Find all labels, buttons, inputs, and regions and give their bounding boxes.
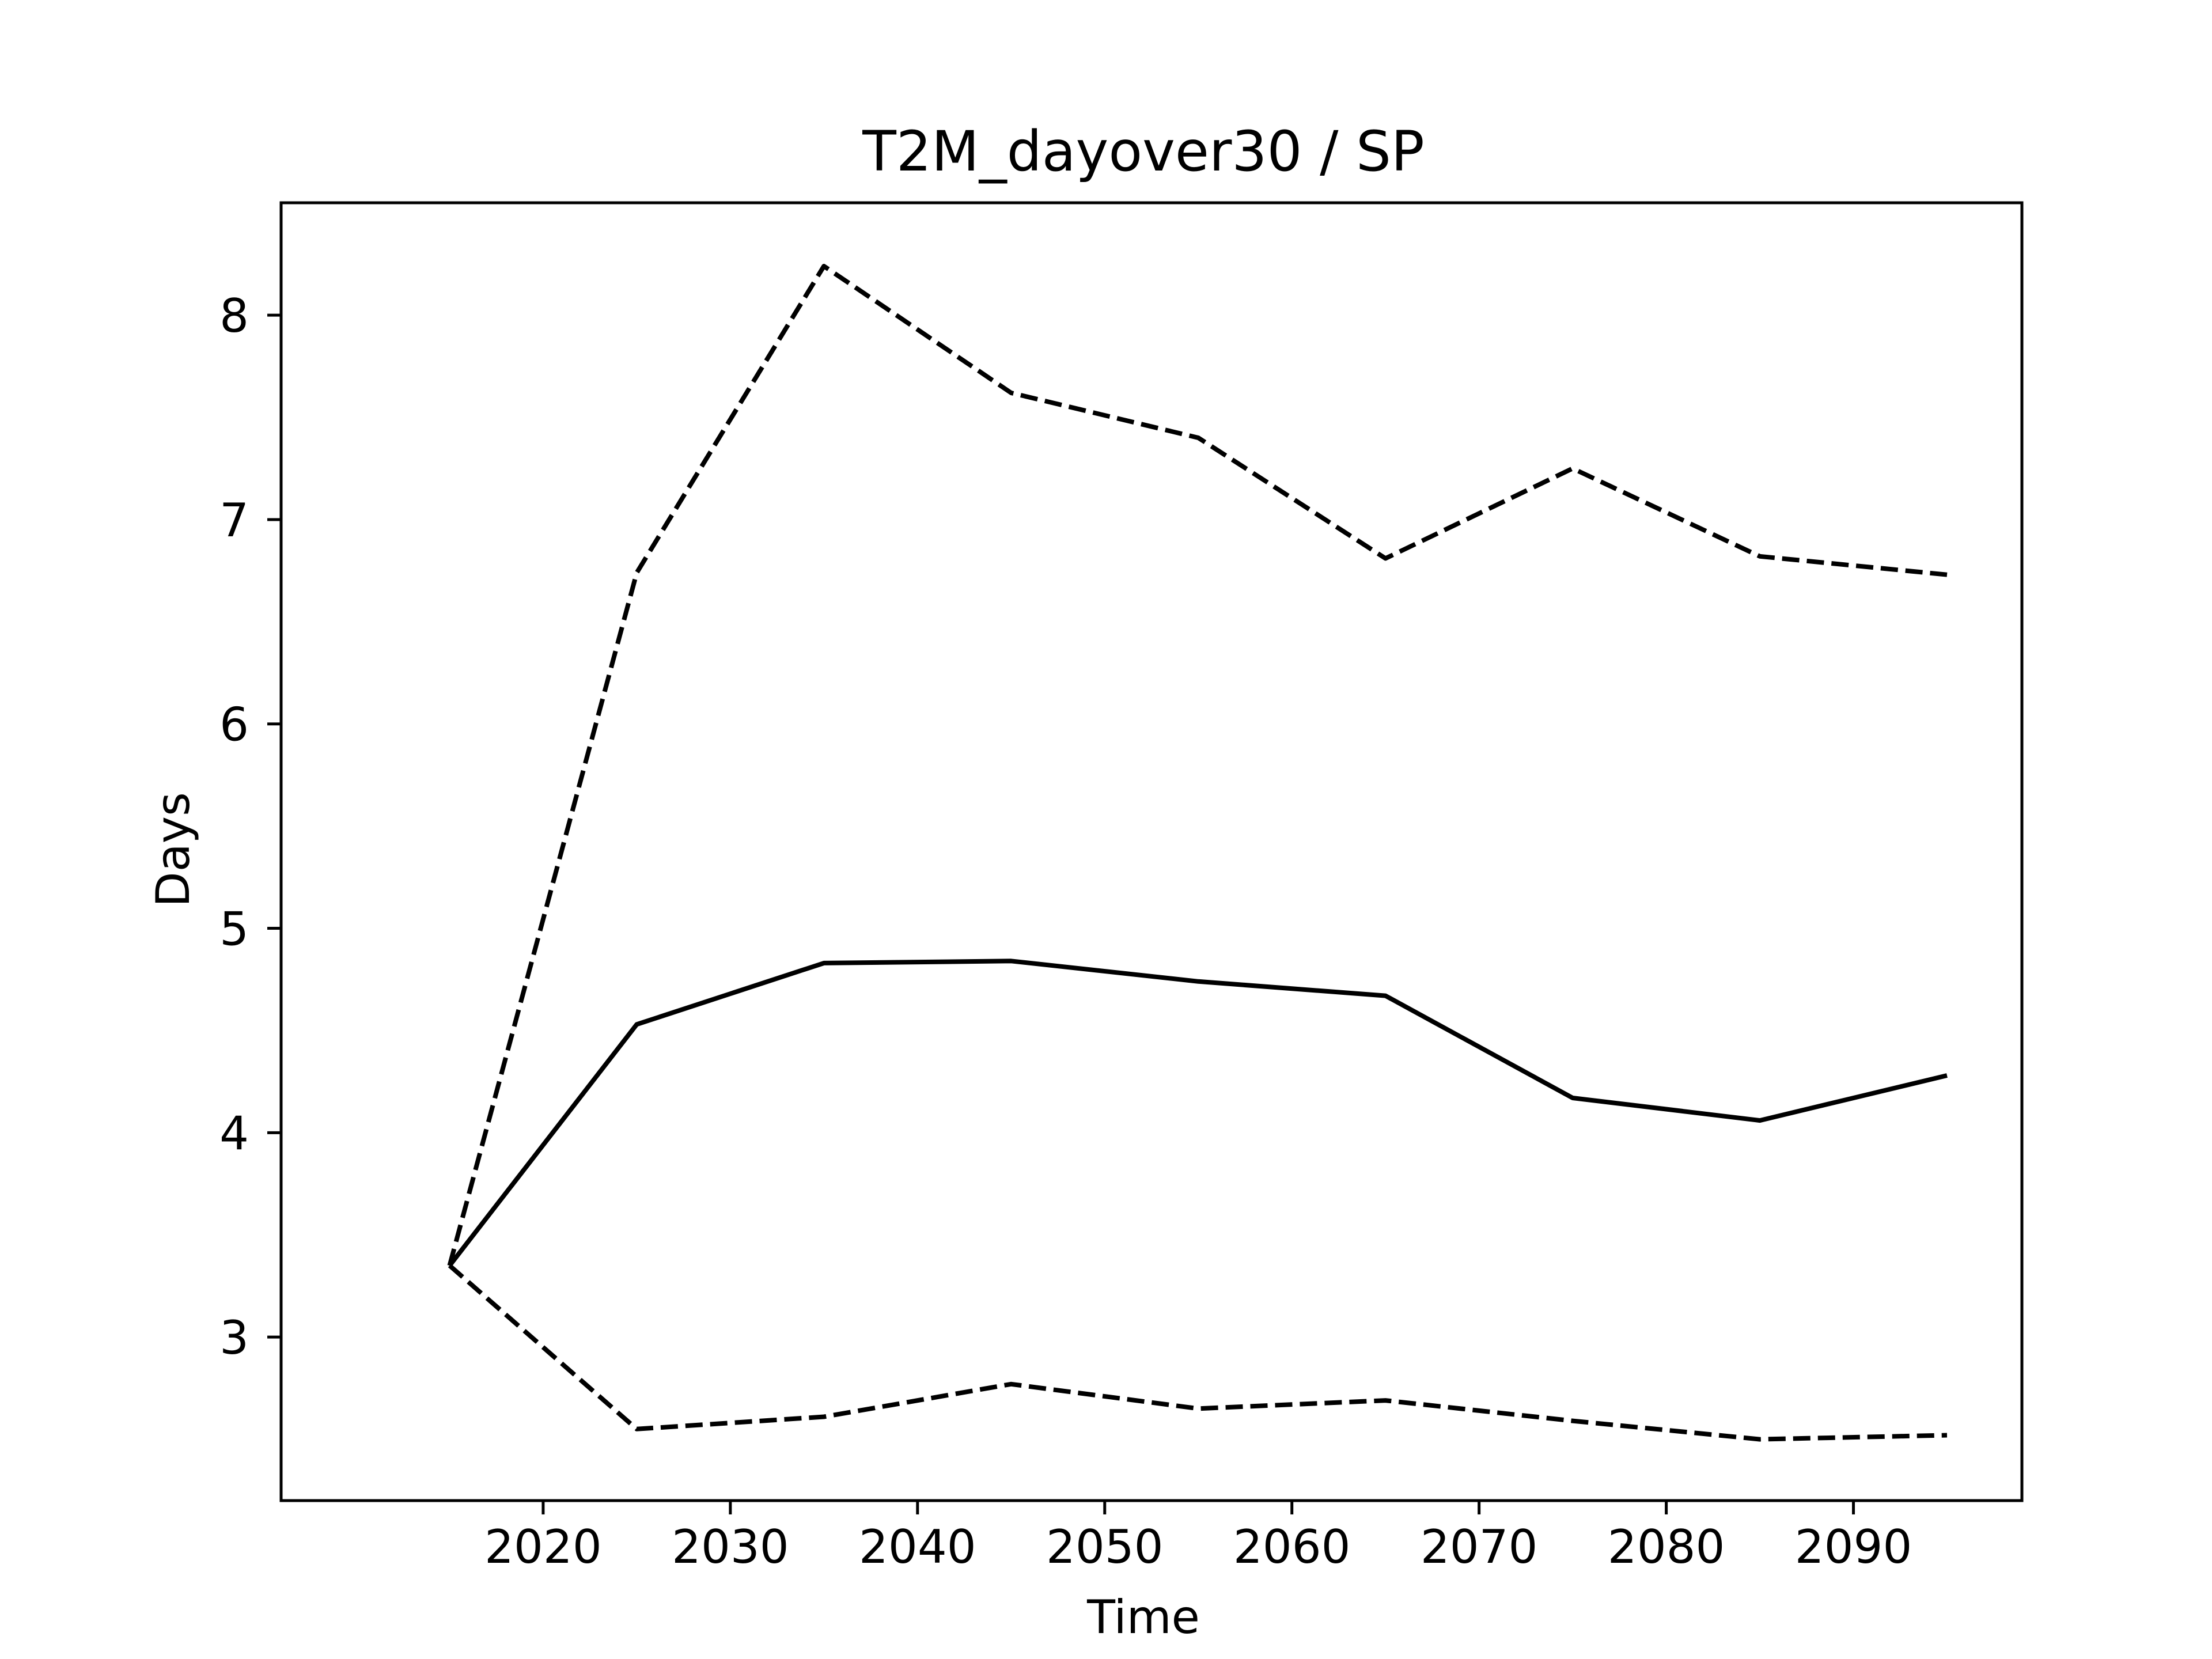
series-line-1 [448,959,1948,1267]
series-line-3 [448,1263,1948,1442]
x-tick-label-2070: 2070 [1421,1520,1538,1574]
x-tick-label-2090: 2090 [1795,1520,1912,1574]
y-axis-label: Days [146,792,200,907]
y-tick-label-6: 6 [219,698,249,752]
x-tick-label-2040: 2040 [859,1520,976,1574]
chart-title: T2M_dayover30 / SP [862,119,1425,184]
plot-frame [279,201,2024,1502]
x-tick-label-2050: 2050 [1046,1520,1164,1574]
x-tick-label-2060: 2060 [1233,1520,1351,1574]
x-tick-label-2080: 2080 [1608,1520,1725,1574]
x-axis-label: Time [1086,1590,1200,1644]
x-tick-label-2020: 2020 [484,1520,602,1574]
y-tick-label-8: 8 [219,289,249,343]
y-tick-label-5: 5 [219,903,249,956]
y-tick-label-4: 4 [219,1107,249,1160]
y-tick-label-7: 7 [219,494,249,547]
x-tick-label-2030: 2030 [672,1520,789,1574]
y-tick-label-3: 3 [219,1311,249,1365]
series-line-2 [447,264,1948,1267]
